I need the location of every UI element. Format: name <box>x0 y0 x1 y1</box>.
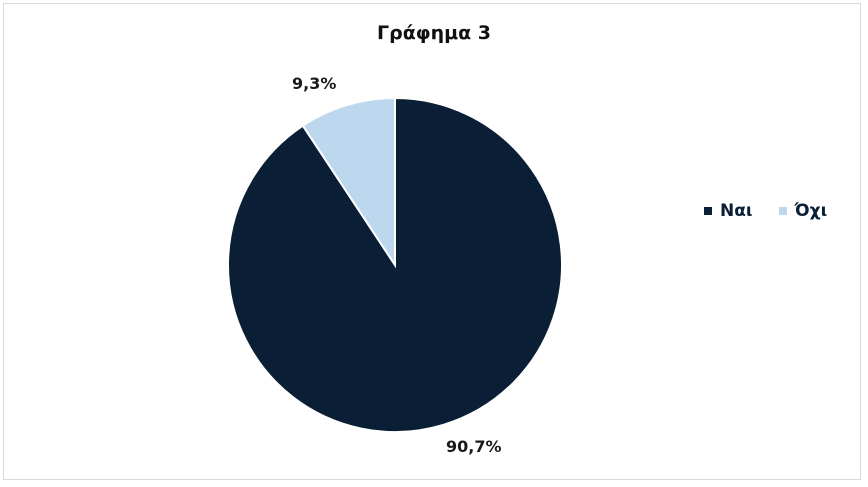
legend-item-oxi: Όχι <box>778 201 828 221</box>
pie-slice-oxi <box>301 96 396 269</box>
legend-item-nai: Ναι <box>704 201 753 221</box>
legend-label-oxi: Όχι <box>794 201 828 221</box>
chart-frame <box>3 3 861 480</box>
legend-swatch-nai <box>704 207 712 215</box>
data-label-oxi: 9,3% <box>292 74 337 93</box>
data-label-nai: 90,7% <box>446 437 502 456</box>
legend: Ναι Όχι <box>704 201 853 221</box>
legend-label-nai: Ναι <box>720 201 753 221</box>
chart-title: Γράφημα 3 <box>376 22 492 44</box>
legend-swatch-oxi <box>778 207 787 215</box>
